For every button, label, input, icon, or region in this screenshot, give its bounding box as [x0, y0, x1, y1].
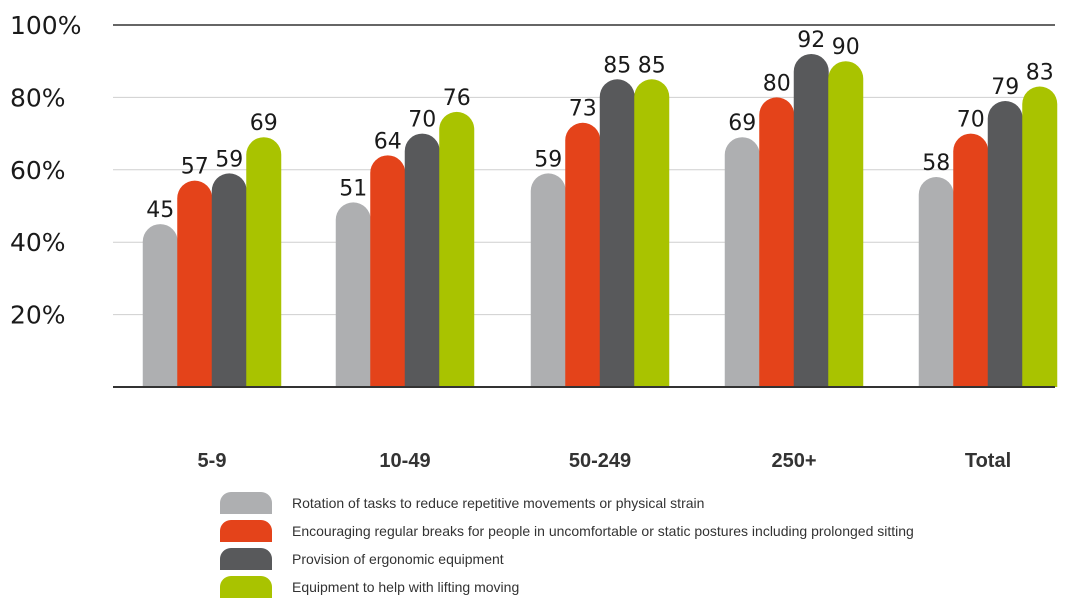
bar: [565, 122, 601, 388]
data-label: 83: [1026, 61, 1054, 86]
legend-label: Rotation of tasks to reduce repetitive m…: [292, 494, 705, 511]
data-label: 59: [534, 147, 562, 172]
data-label: 79: [991, 75, 1019, 100]
legend-label: Equipment to help with lifting moving: [292, 578, 520, 595]
bar: [918, 177, 954, 387]
data-label: 85: [603, 53, 631, 78]
bar: [828, 61, 864, 387]
legend-label: Provision of ergonomic equipment: [292, 550, 504, 567]
legend-swatch-breaks: [220, 519, 272, 542]
y-tick-label: 40%: [10, 228, 66, 257]
legend-swatch-ergonomic: [220, 547, 272, 570]
bar: [404, 133, 440, 387]
data-label: 76: [443, 86, 471, 111]
bar: [759, 97, 795, 388]
bar: [599, 79, 635, 388]
data-label: 70: [408, 108, 436, 133]
category-label: 250+: [771, 450, 816, 472]
bar: [987, 101, 1023, 388]
data-label: 90: [832, 35, 860, 60]
legend-swatch-lifting: [220, 575, 272, 598]
data-label: 57: [181, 155, 209, 180]
category-label: Total: [965, 450, 1011, 472]
bar: [793, 53, 829, 388]
category-label: 10-49: [379, 450, 430, 472]
data-label: 45: [146, 198, 174, 223]
bar: [1022, 86, 1058, 387]
y-tick-label: 80%: [10, 83, 66, 112]
bar: [246, 137, 282, 387]
data-label: 59: [215, 147, 243, 172]
legend-item: Provision of ergonomic equipment: [220, 546, 914, 571]
legend-item: Rotation of tasks to reduce repetitive m…: [220, 490, 914, 515]
data-label: 58: [922, 151, 950, 176]
data-label: 70: [957, 108, 985, 133]
bar: [530, 173, 566, 387]
data-label: 69: [728, 111, 756, 136]
y-tick-label: 100%: [10, 11, 81, 40]
data-label: 64: [374, 129, 402, 154]
bar: [211, 173, 247, 387]
bar: [335, 202, 371, 387]
data-label: 92: [797, 28, 825, 53]
bar: [634, 79, 670, 388]
y-tick-label: 60%: [10, 156, 66, 185]
data-label: 73: [569, 97, 597, 122]
data-label: 51: [339, 176, 367, 201]
data-label: 69: [250, 111, 278, 136]
bar: [177, 180, 213, 387]
data-label: 85: [638, 53, 666, 78]
legend-item: Equipment to help with lifting moving: [220, 574, 914, 599]
legend-item: Encouraging regular breaks for people in…: [220, 518, 914, 543]
bar: [370, 155, 406, 387]
bar: [142, 224, 178, 387]
legend-label: Encouraging regular breaks for people in…: [292, 522, 914, 539]
y-tick-label: 20%: [10, 301, 66, 330]
data-label: 80: [763, 71, 791, 96]
category-label: 50-249: [569, 450, 631, 472]
legend: Rotation of tasks to reduce repetitive m…: [220, 490, 914, 602]
category-label: 5-9: [198, 450, 227, 472]
bar: [953, 133, 989, 387]
legend-swatch-rotation: [220, 491, 272, 514]
bar: [724, 137, 760, 387]
bar: [439, 111, 475, 387]
